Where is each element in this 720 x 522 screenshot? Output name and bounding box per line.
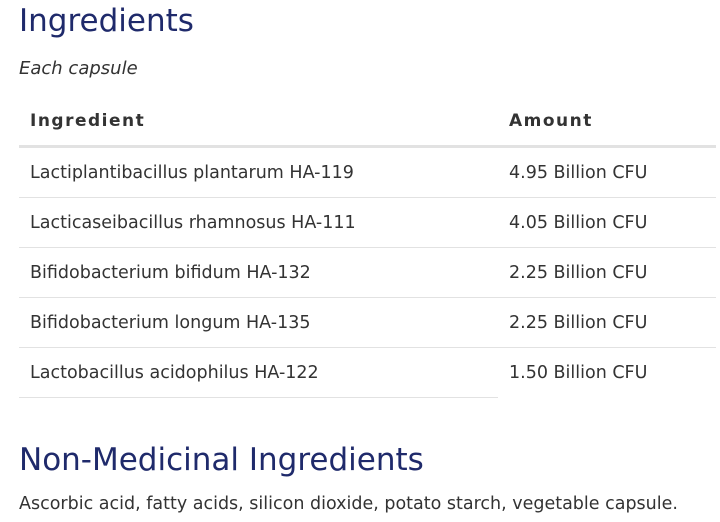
table-row: Lactobacillus acidophilus HA-122 1.50 Bi… [19, 347, 716, 398]
ingredients-subtitle: Each capsule [19, 58, 138, 79]
ingredient-cell: Lactobacillus acidophilus HA-122 [19, 347, 498, 398]
non-medicinal-heading: Non-Medicinal Ingredients [19, 442, 424, 478]
ingredients-table: Ingredient Amount Lactiplantibacillus pl… [19, 97, 716, 398]
table-row: Lacticaseibacillus rhamnosus HA-111 4.05… [19, 197, 716, 248]
amount-cell: 2.25 Billion CFU [498, 247, 716, 298]
table-header-row: Ingredient Amount [19, 97, 716, 148]
amount-cell: 1.50 Billion CFU [509, 362, 648, 383]
ingredient-cell: Lacticaseibacillus rhamnosus HA-111 [19, 197, 498, 248]
ingredient-cell: Bifidobacterium bifidum HA-132 [19, 247, 498, 298]
table-row: Lactiplantibacillus plantarum HA-119 4.9… [19, 146, 716, 198]
table-row: Bifidobacterium bifidum HA-132 2.25 Bill… [19, 247, 716, 298]
ingredient-cell: Lactiplantibacillus plantarum HA-119 [19, 146, 498, 198]
amount-cell: 2.25 Billion CFU [498, 297, 716, 348]
non-medicinal-text: Ascorbic acid, fatty acids, silicon diox… [19, 494, 678, 514]
column-header-amount: Amount [498, 97, 716, 148]
amount-cell: 4.05 Billion CFU [498, 197, 716, 248]
ingredients-heading: Ingredients [19, 3, 194, 39]
column-header-ingredient: Ingredient [19, 97, 498, 148]
ingredient-cell: Bifidobacterium longum HA-135 [19, 297, 498, 348]
table-row: Bifidobacterium longum HA-135 2.25 Billi… [19, 297, 716, 348]
amount-cell: 4.95 Billion CFU [498, 146, 716, 198]
